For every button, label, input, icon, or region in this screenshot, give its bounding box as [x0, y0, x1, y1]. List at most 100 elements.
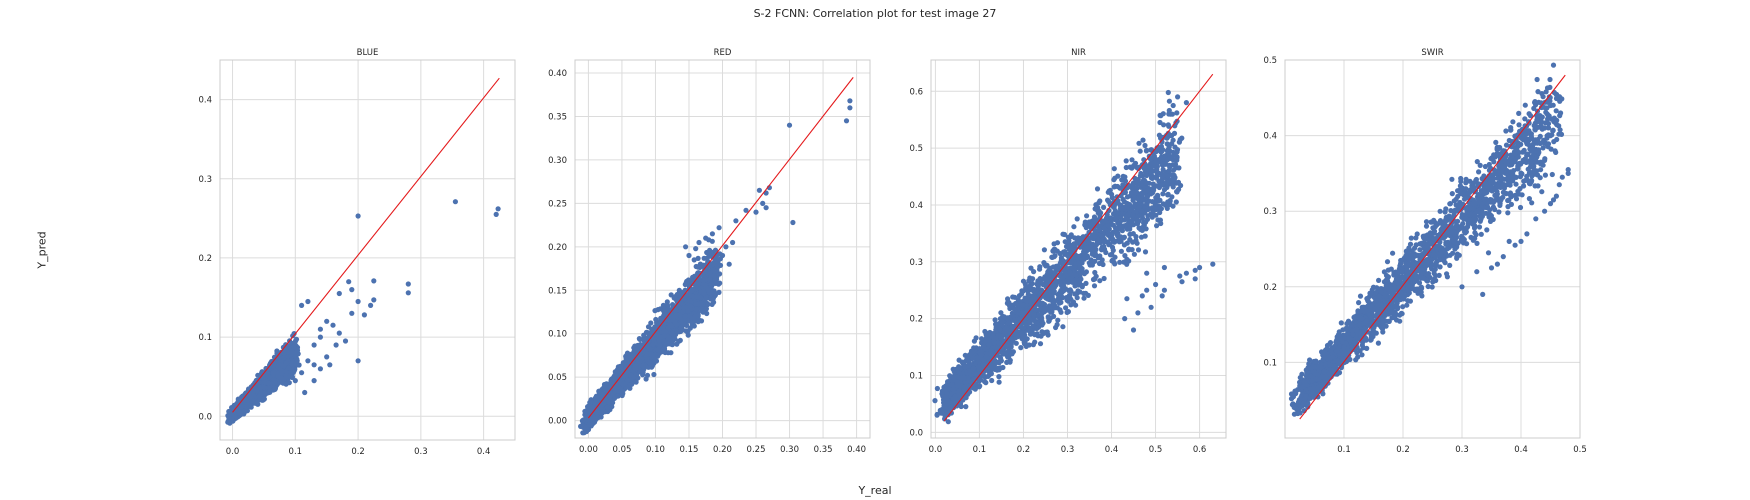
scatter-point	[723, 244, 729, 250]
scatter-point	[355, 213, 361, 219]
scatter-point	[272, 380, 278, 386]
scatter-point	[275, 373, 281, 380]
scatter-point	[644, 372, 651, 378]
scatter-point	[286, 365, 292, 371]
scatter-point	[355, 298, 361, 305]
scatter-point	[703, 306, 710, 312]
figure-title: S-2 FCNN: Correlation plot for test imag…	[753, 7, 997, 20]
scatter-point	[317, 334, 323, 340]
scatter-point	[305, 358, 311, 364]
y-tick-label: 0.4	[198, 96, 212, 106]
scatter-point	[700, 288, 707, 294]
x-tick-label: 0.25	[747, 445, 766, 455]
scatter-point	[452, 199, 458, 205]
scatter-point	[317, 366, 323, 372]
y-tick-label: 0.30	[548, 156, 567, 166]
scatter-point	[247, 394, 253, 400]
scatter-point	[299, 370, 305, 376]
scatter-point	[283, 381, 289, 387]
scatter-point	[709, 231, 716, 237]
scatter-point	[664, 299, 670, 305]
scatter-point	[615, 393, 621, 399]
scatter-point	[753, 209, 759, 215]
scatter-point	[368, 302, 374, 308]
scatter-point	[330, 322, 336, 328]
panel-title: RED	[714, 48, 732, 58]
scatter-point	[371, 278, 377, 284]
x-tick-label: 0.35	[814, 445, 833, 455]
scatter-point	[678, 324, 685, 330]
scatter-point	[668, 350, 674, 356]
scatter-point	[683, 280, 689, 286]
scatter-point	[707, 247, 713, 253]
scatter-point	[682, 313, 688, 319]
scatter-point	[714, 263, 721, 269]
scatter-point	[626, 384, 633, 390]
scatter-point	[686, 252, 692, 259]
scatter-point	[786, 122, 793, 128]
scatter-point	[1135, 247, 1142, 253]
y-tick-label: 0.20	[548, 243, 567, 253]
scatter-point	[697, 264, 703, 270]
scatter-point	[711, 273, 717, 279]
scatter-point	[606, 394, 612, 400]
x-tick-label: 0.40	[847, 445, 866, 455]
y-tick-label: 0.4	[909, 201, 923, 211]
scatter-point	[674, 312, 680, 318]
scatter-point	[645, 344, 651, 350]
scatter-point	[495, 206, 501, 212]
scatter-point	[349, 287, 355, 293]
scatter-point	[333, 342, 339, 348]
scatter-point	[847, 105, 853, 111]
scatter-point	[689, 287, 695, 294]
y-tick-label: 0.0	[198, 412, 212, 422]
y-tick-label: 0.1	[198, 333, 212, 343]
scatter-point	[616, 384, 622, 390]
scatter-point	[267, 389, 273, 395]
scatter-point	[713, 279, 719, 285]
scatter-point	[311, 342, 317, 348]
scatter-point	[668, 292, 674, 298]
scatter-point	[371, 297, 377, 303]
scatter-point	[685, 328, 691, 334]
scatter-point	[726, 261, 732, 267]
y-tick-label: 0.40	[548, 69, 567, 79]
y-tick-label: 0.2	[909, 315, 923, 325]
x-axis-label: Y_real	[858, 484, 892, 497]
scatter-point	[730, 239, 736, 246]
scatter-point	[270, 370, 276, 376]
panel-title: NIR	[1071, 48, 1086, 58]
scatter-point	[346, 279, 352, 285]
scatter-point	[703, 235, 709, 241]
identity-line	[232, 77, 500, 413]
scatter-point	[653, 358, 660, 364]
y-tick-label: 0.3	[198, 175, 212, 185]
scatter-point	[342, 338, 349, 344]
y-tick-label: 0.05	[548, 373, 567, 383]
x-tick-label: 0.2	[1017, 445, 1031, 455]
scatter-point	[280, 363, 286, 369]
scatter-point	[336, 290, 342, 297]
scatter-point	[705, 287, 711, 293]
x-tick-label: 0.15	[680, 445, 699, 455]
scatter-point	[677, 291, 684, 297]
scatter-point	[695, 301, 701, 307]
scatter-point	[612, 372, 618, 379]
x-tick-label: 0.1	[973, 445, 987, 455]
scatter-point	[274, 348, 280, 354]
scatter-point	[641, 337, 647, 343]
scatter-point	[635, 360, 642, 366]
scatter-point	[355, 358, 361, 364]
x-tick-label: 0.2	[351, 447, 365, 457]
scatter-point	[709, 301, 715, 307]
scatter-point	[635, 375, 641, 381]
x-tick-label: 0.3	[1061, 445, 1075, 455]
scatter-point	[707, 276, 713, 283]
scatter-point	[691, 323, 697, 329]
scatter-point	[265, 380, 271, 386]
scatter-point	[255, 401, 261, 407]
scatter-point	[661, 349, 667, 355]
scatter-point	[292, 340, 298, 346]
